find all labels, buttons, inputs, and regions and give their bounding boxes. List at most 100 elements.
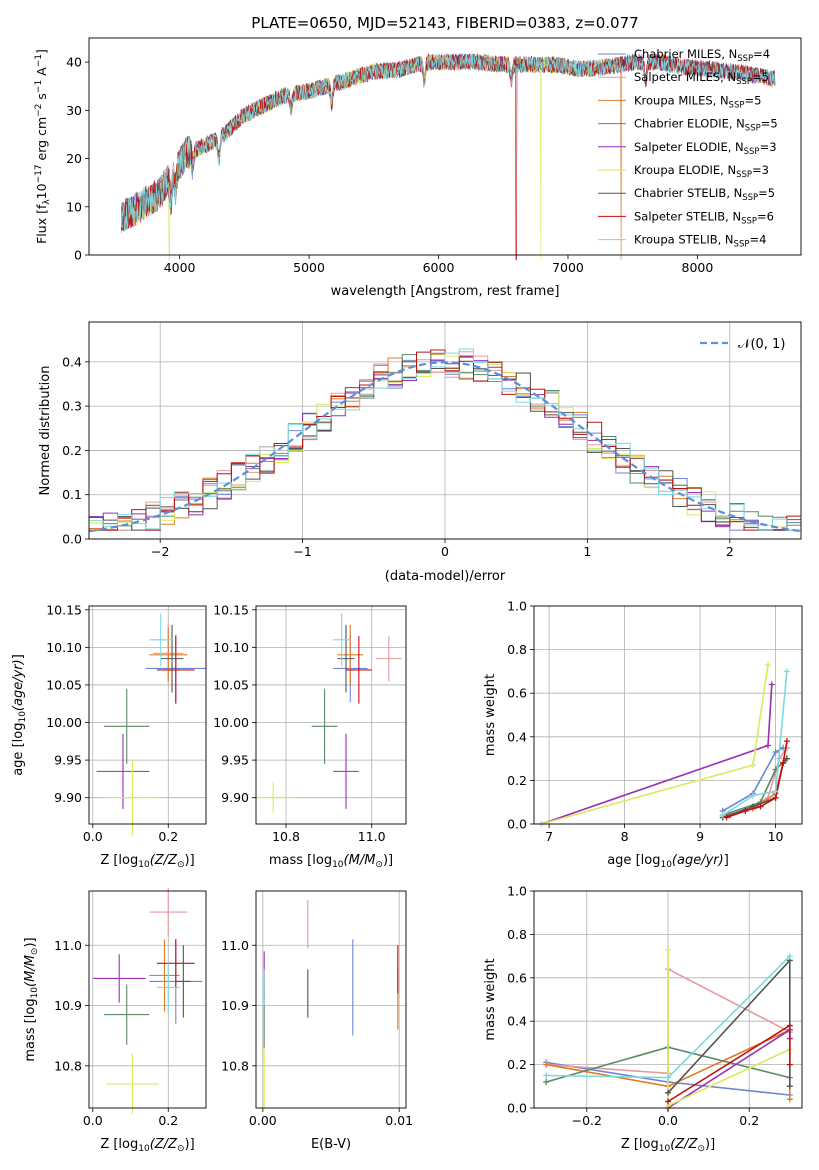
histogram-series [89, 353, 801, 531]
panel-age-vs-mass: 10.8 11.0 9.90 9.95 10.00 10.05 10.10 10.15 [213, 602, 407, 844]
x-tick-label: 2 [726, 544, 734, 559]
error-bar [333, 613, 351, 667]
panel-mass-vs-e-b-v-: 0.00 0.01 10.8 10.9 11.0 [221, 890, 413, 1128]
x-tick-label: 0.2 [158, 1113, 178, 1128]
axes-box [88, 890, 207, 1109]
error-bar [156, 636, 195, 704]
error-bar [104, 688, 150, 764]
y-tick-label: 9.90 [221, 790, 249, 805]
legend-entry: Kroupa STELIB, NSSP=4 [634, 233, 766, 250]
x-tick-label: 0.0 [658, 1113, 678, 1128]
mass-weight-line [722, 758, 788, 817]
mass-weight-marker [765, 661, 772, 668]
legend-normal: 𝒩(0, 1) [700, 337, 785, 352]
mass-weight-line [722, 671, 788, 816]
plot-area [96, 613, 206, 836]
legend-entry: 𝒩(0, 1) [738, 337, 785, 352]
x-tick-label: 9 [696, 829, 704, 844]
error-bar [149, 613, 173, 667]
x-tick-label: 10.8 [272, 829, 300, 844]
y-tick-label: 0.0 [62, 532, 82, 547]
mass-weight-marker [543, 1072, 550, 1079]
y-tick-label: 0.8 [507, 927, 527, 942]
y-tick-label: 10 [66, 199, 82, 214]
mass-weight-line [667, 1024, 791, 1103]
y-tick-label: 0.6 [507, 970, 527, 985]
mass-weight-marker [719, 812, 726, 819]
x-tick-label: 0.0 [83, 829, 103, 844]
y-tick-label: 0.2 [507, 773, 527, 788]
mass-weight-marker [665, 1089, 671, 1096]
y-axis-label: mass weight [483, 958, 498, 1040]
y-tick-label: 10.00 [46, 715, 82, 730]
error-bar [251, 782, 295, 813]
x-axis-label: wavelength [Angstrom, rest frame] [331, 284, 560, 299]
axes-frame: 0.0 0.2 10.8 10.9 11.0 [54, 890, 207, 1128]
axes-box [255, 605, 407, 825]
y-tick-label: 0 [74, 248, 82, 263]
error-bar [156, 963, 180, 1012]
error-bar [376, 636, 402, 682]
y-tick-label: 10.15 [213, 602, 249, 617]
error-bar [105, 760, 159, 836]
plot-area [88, 348, 802, 533]
y-tick-label: 11.0 [54, 938, 82, 953]
x-tick-label: 7 [545, 829, 553, 844]
x-tick-label: 5000 [293, 260, 325, 275]
mass-weight-marker [665, 946, 671, 953]
error-bar [333, 733, 359, 809]
legend-entry: Salpeter STELIB, NSSP=6 [634, 209, 774, 226]
panel-mass-vs-z: 0.0 0.2 10.8 10.9 11.0 [54, 887, 207, 1128]
mass-weight-marker [783, 738, 790, 745]
error-bar [346, 636, 372, 704]
spectrum-line [121, 53, 776, 232]
legend-entry: Salpeter ELODIE, NSSP=3 [634, 140, 777, 157]
legend-entry: Kroupa ELODIE, NSSP=3 [634, 163, 769, 180]
y-tick-label: 10.05 [46, 677, 82, 692]
y-tick-label: 20 [66, 151, 82, 166]
y-tick-label: 0.2 [507, 1057, 527, 1072]
axes-frame: −2 −1 0 1 2 0.0 0.1 0.2 0.3 0.4 [62, 321, 802, 559]
y-tick-label: 9.95 [54, 753, 82, 768]
x-tick-label: 6000 [423, 260, 455, 275]
error-bar [149, 628, 188, 682]
x-axis-label: (data-model)/error [385, 569, 506, 584]
x-tick-label: 4000 [164, 260, 196, 275]
mass-weight-marker [543, 1061, 550, 1068]
y-tick-label: 0.0 [507, 1101, 527, 1116]
panel-residual-histogram: −2 −1 0 1 2 0.0 0.1 0.2 0.3 0.4 [62, 321, 802, 559]
y-tick-label: 0.4 [507, 729, 527, 744]
y-tick-label: 0.0 [507, 817, 527, 832]
mass-weight-marker [772, 749, 779, 756]
x-axis-label: age [log10(age/yr)] [607, 853, 729, 870]
mass-weight-marker [783, 755, 790, 762]
plot-area [251, 613, 402, 813]
x-axis-label: Z [log10(Z/Z⊙)] [100, 853, 194, 870]
mass-weight-marker [786, 1083, 793, 1090]
y-tick-label: 0.4 [507, 1014, 527, 1029]
error-bar [175, 945, 191, 1018]
mass-weight-marker [749, 792, 756, 799]
histogram-series [89, 348, 801, 531]
error-bar [160, 624, 184, 693]
mass-weight-marker [783, 668, 790, 675]
x-tick-label: 0 [441, 544, 449, 559]
x-tick-label: 0.2 [158, 829, 178, 844]
y-axis-label: mass [log10(M/M⊙)] [23, 937, 40, 1061]
error-bar [311, 688, 338, 764]
axes-frame: 7 8 9 10 0.0 0.2 0.4 0.6 0.8 1.0 [507, 599, 803, 844]
x-axis-label: mass [log10(M/M⊙)] [269, 853, 393, 870]
x-tick-label: 0.0 [83, 1113, 103, 1128]
mass-weight-marker [772, 794, 779, 801]
mass-weight-marker [768, 681, 775, 688]
error-bar [92, 954, 146, 1003]
y-tick-label: 10.05 [213, 677, 249, 692]
mass-weight-marker [786, 953, 793, 960]
y-axis-label: Normed distribution [38, 366, 53, 496]
error-bar [149, 939, 180, 1012]
axes-box [533, 605, 803, 825]
mass-weight-marker [786, 1096, 793, 1103]
histogram-series [89, 349, 801, 531]
axes-frame: 0.00 0.01 10.8 10.9 11.0 [221, 890, 413, 1128]
y-tick-label: 0.8 [507, 642, 527, 657]
